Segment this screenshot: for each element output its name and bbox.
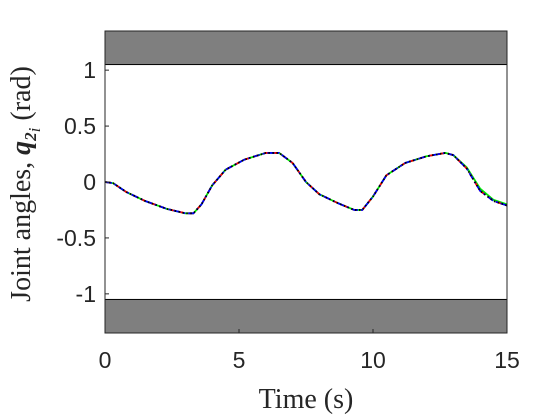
series-lines <box>104 152 508 215</box>
y-tick-label: 0.5 <box>64 113 96 139</box>
x-tick-label: 0 <box>99 347 112 373</box>
x-tick-label: 5 <box>233 347 246 373</box>
limit-bands <box>104 30 508 334</box>
x-tick-label: 10 <box>360 347 386 373</box>
y-axis-label-symbol-subsub: i <box>25 127 44 132</box>
y-axis-label-symbol-sub: 2 <box>21 132 40 142</box>
x-tick-label: 15 <box>494 347 520 373</box>
limit-band-upper <box>104 30 508 66</box>
x-axis-ticks: 0 5 10 15 <box>99 329 520 373</box>
y-tick-label: 0 <box>83 169 96 195</box>
y-tick-label: -1 <box>76 281 96 307</box>
x-axis-label: Time (s) <box>259 384 354 415</box>
limit-band-lower <box>104 298 508 334</box>
y-tick-label: 1 <box>83 57 96 83</box>
y-axis-ticks: -1 -0.5 0 0.5 1 <box>56 57 109 307</box>
series-line-4 <box>104 152 508 215</box>
y-axis-label: Joint angles, q2i (rad) <box>6 66 44 302</box>
y-axis-label-unit: (rad) <box>6 66 37 127</box>
series-line-1 <box>104 152 508 215</box>
y-axis-label-prefix: Joint angles, <box>6 155 37 302</box>
y-axis-label-symbol: q <box>6 141 37 155</box>
y-tick-label: -0.5 <box>56 225 96 251</box>
